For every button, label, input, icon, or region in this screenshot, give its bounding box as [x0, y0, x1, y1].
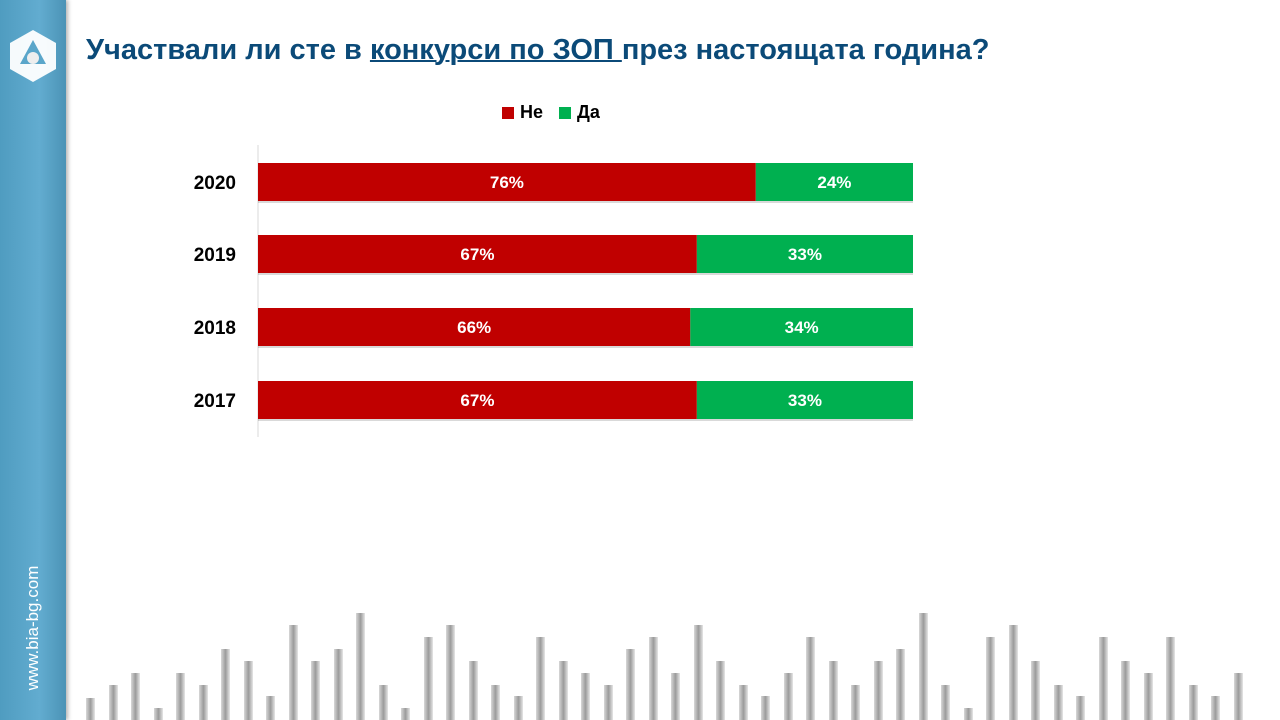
category-label: 2020 — [194, 173, 236, 194]
data-label: 76% — [490, 173, 524, 192]
decorative-bar — [1008, 625, 1018, 720]
decorative-bar — [1211, 696, 1220, 720]
decorative-bar — [1233, 673, 1243, 720]
bar-shadow — [258, 419, 913, 421]
decorative-bar — [266, 696, 275, 720]
decorative-bar — [378, 685, 388, 720]
decorative-bar — [1076, 696, 1085, 720]
data-label: 24% — [817, 173, 851, 192]
legend-swatch-ne — [502, 106, 514, 119]
decorative-bar — [828, 661, 838, 720]
decorative-bar — [963, 708, 973, 720]
decorative-bar — [761, 696, 770, 720]
decorative-bar — [153, 708, 163, 720]
decorative-bar — [873, 661, 883, 720]
category-label: 2017 — [194, 391, 236, 412]
decorative-bar — [423, 637, 433, 720]
decorative-bar — [221, 649, 230, 720]
decorative-bar — [1098, 637, 1108, 720]
bar-ne — [258, 308, 691, 346]
decorative-bar — [648, 637, 658, 720]
decorative-bar — [86, 698, 95, 720]
decorative-bar — [1053, 685, 1063, 720]
data-label: 67% — [460, 391, 494, 410]
decorative-bar — [716, 661, 725, 720]
data-label: 67% — [460, 245, 494, 264]
legend-item-ne: Не — [502, 102, 543, 123]
decorative-bar — [536, 637, 545, 720]
decorative-bar — [783, 673, 793, 720]
decorative-bars — [80, 600, 1280, 720]
legend-swatch-da — [559, 106, 572, 119]
decorative-bar — [626, 649, 635, 720]
decorative-bar — [288, 625, 298, 720]
decorative-bar — [1121, 661, 1130, 720]
decorative-bar — [356, 613, 365, 720]
decorative-bar — [941, 685, 950, 720]
bar-shadow — [258, 346, 913, 348]
bar-da — [690, 308, 913, 346]
decorative-bar — [333, 649, 343, 720]
decorative-bar — [243, 661, 253, 720]
decorative-bar — [446, 625, 455, 720]
decorative-bar — [603, 685, 613, 720]
bar-ne — [258, 163, 756, 201]
decorative-bar — [513, 696, 523, 720]
bar-da — [755, 163, 913, 201]
decorative-bar — [311, 661, 320, 720]
decorative-bar — [198, 685, 208, 720]
bia-logo-icon — [10, 30, 56, 82]
decorative-bar — [1143, 673, 1153, 720]
bar-ne — [258, 381, 697, 419]
category-label: 2019 — [194, 245, 236, 266]
data-label: 66% — [457, 318, 491, 337]
decorative-bar — [851, 685, 860, 720]
decorative-bar — [176, 673, 185, 720]
data-label: 34% — [785, 318, 819, 337]
decorative-bar — [1188, 685, 1198, 720]
legend-label: Да — [577, 102, 600, 122]
category-label: 2018 — [194, 318, 236, 339]
bar-shadow — [258, 273, 913, 275]
decorative-bar — [1031, 661, 1040, 720]
bar-shadow — [258, 201, 913, 203]
decorative-bar — [108, 685, 118, 720]
decorative-bar — [468, 661, 478, 720]
decorative-bar — [581, 673, 590, 720]
decorative-bar — [671, 673, 680, 720]
decorative-bar — [693, 625, 703, 720]
sidebar: www.bia-bg.com — [0, 0, 66, 720]
bar-da — [696, 235, 913, 273]
bar-ne — [258, 235, 697, 273]
decorative-bar — [918, 613, 928, 720]
legend-item-da: Да — [559, 102, 600, 123]
decorative-bar — [896, 649, 905, 720]
legend-label: Не — [520, 102, 544, 122]
decorative-bar — [401, 708, 410, 720]
page-title: Участвали ли сте в конкурси по ЗОП през … — [86, 34, 990, 66]
decorative-bar — [131, 673, 140, 720]
bar-da — [696, 381, 913, 419]
decorative-bar — [1166, 637, 1175, 720]
decorative-bar — [491, 685, 500, 720]
data-label: 33% — [788, 391, 822, 410]
decorative-bar — [986, 637, 995, 720]
legend: Не Да — [502, 102, 600, 123]
decorative-bar — [806, 637, 815, 720]
decorative-bar — [558, 661, 568, 720]
data-label: 33% — [788, 245, 822, 264]
decorative-bar — [738, 685, 748, 720]
